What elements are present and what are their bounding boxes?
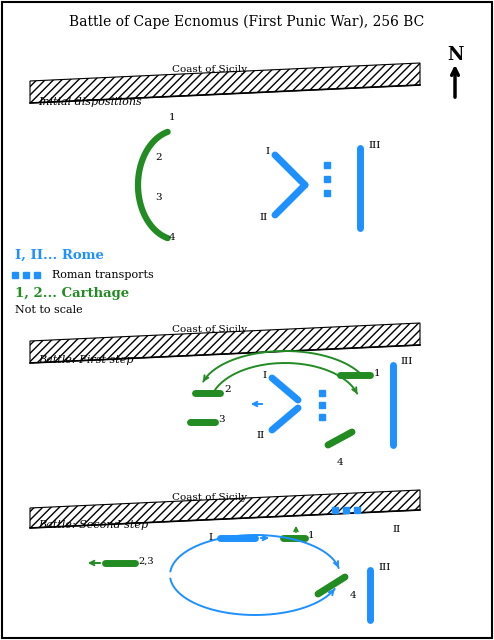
Text: 1, 2... Carthage: 1, 2... Carthage — [15, 287, 129, 300]
Text: 2: 2 — [224, 385, 231, 394]
Polygon shape — [30, 63, 420, 103]
Text: 1: 1 — [374, 369, 380, 378]
Text: N: N — [447, 46, 463, 64]
Text: II: II — [392, 525, 400, 534]
Text: I: I — [263, 371, 267, 381]
Text: 2: 2 — [156, 152, 162, 161]
Text: Roman transports: Roman transports — [52, 270, 154, 280]
Polygon shape — [30, 323, 420, 363]
Text: III: III — [400, 358, 412, 367]
Text: 4: 4 — [168, 234, 175, 243]
Text: III: III — [378, 563, 390, 572]
Text: Battle: Second step: Battle: Second step — [38, 520, 148, 530]
Text: Battle: First step: Battle: First step — [38, 355, 133, 365]
Text: II: II — [260, 214, 268, 223]
Text: 1: 1 — [168, 113, 175, 122]
Text: Initial dispositions: Initial dispositions — [38, 97, 142, 107]
Text: III: III — [368, 141, 380, 150]
Text: 3: 3 — [218, 415, 225, 424]
Text: 1: 1 — [308, 531, 315, 541]
Text: II: II — [257, 431, 265, 440]
Text: Coast of Sicily: Coast of Sicily — [172, 326, 247, 335]
Text: 3: 3 — [156, 193, 162, 202]
Text: Battle of Cape Ecnomus (First Punic War), 256 BC: Battle of Cape Ecnomus (First Punic War)… — [69, 15, 425, 29]
Text: 4: 4 — [350, 591, 357, 600]
Text: I, II... Rome: I, II... Rome — [15, 248, 104, 262]
Text: I: I — [209, 532, 213, 541]
Polygon shape — [30, 490, 420, 528]
Text: Not to scale: Not to scale — [15, 305, 82, 315]
Text: Coast of Sicily: Coast of Sicily — [172, 65, 247, 74]
Text: I: I — [266, 147, 270, 157]
Text: 2,3: 2,3 — [138, 557, 154, 566]
Text: 4: 4 — [337, 458, 343, 467]
Text: Coast of Sicily: Coast of Sicily — [172, 493, 247, 502]
